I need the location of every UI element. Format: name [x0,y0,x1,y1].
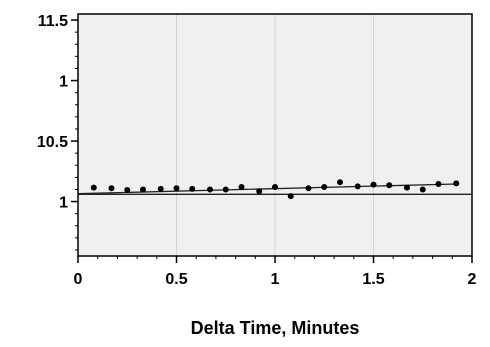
x-tick-label: 0 [74,271,83,288]
data-point [337,179,344,186]
data-point [287,193,294,200]
data-point [189,185,196,192]
data-point [222,186,229,193]
data-point [206,186,213,193]
data-point [140,186,147,193]
x-tick-label: 2 [468,271,477,288]
data-point [370,181,377,188]
y-tick-label: 10.5 [37,134,68,151]
y-tick-label: 1 [59,74,68,91]
data-point [321,184,328,191]
data-point [256,188,263,195]
data-point [435,181,442,188]
data-point [453,180,460,187]
grid-lines [176,14,374,256]
data-point [124,187,131,194]
data-point [354,183,361,190]
data-point [173,185,180,192]
x-tick-label: 0.5 [165,271,187,288]
data-point [386,182,393,189]
fit-lines [77,183,472,195]
x-tick-label: 1.5 [362,271,384,288]
y-tick-label: 11.5 [38,13,68,30]
y-tick-label: 1 [59,195,68,212]
data-point [403,184,410,191]
data-point [272,184,278,191]
data-point [305,185,312,192]
data-point [90,184,97,191]
x-axis-ticks: 0 0.5 1 1.5 2 [74,256,477,288]
data-point [419,186,426,193]
y-axis-ticks: 11.5 1 10.5 1 [37,13,78,251]
x-axis-title: Delta Time, Minutes [191,318,360,338]
data-point [238,184,245,191]
data-point [157,185,164,192]
trend-line [77,183,457,195]
data-points [90,179,460,200]
x-tick-label: 1 [271,271,280,288]
data-point [108,185,115,192]
